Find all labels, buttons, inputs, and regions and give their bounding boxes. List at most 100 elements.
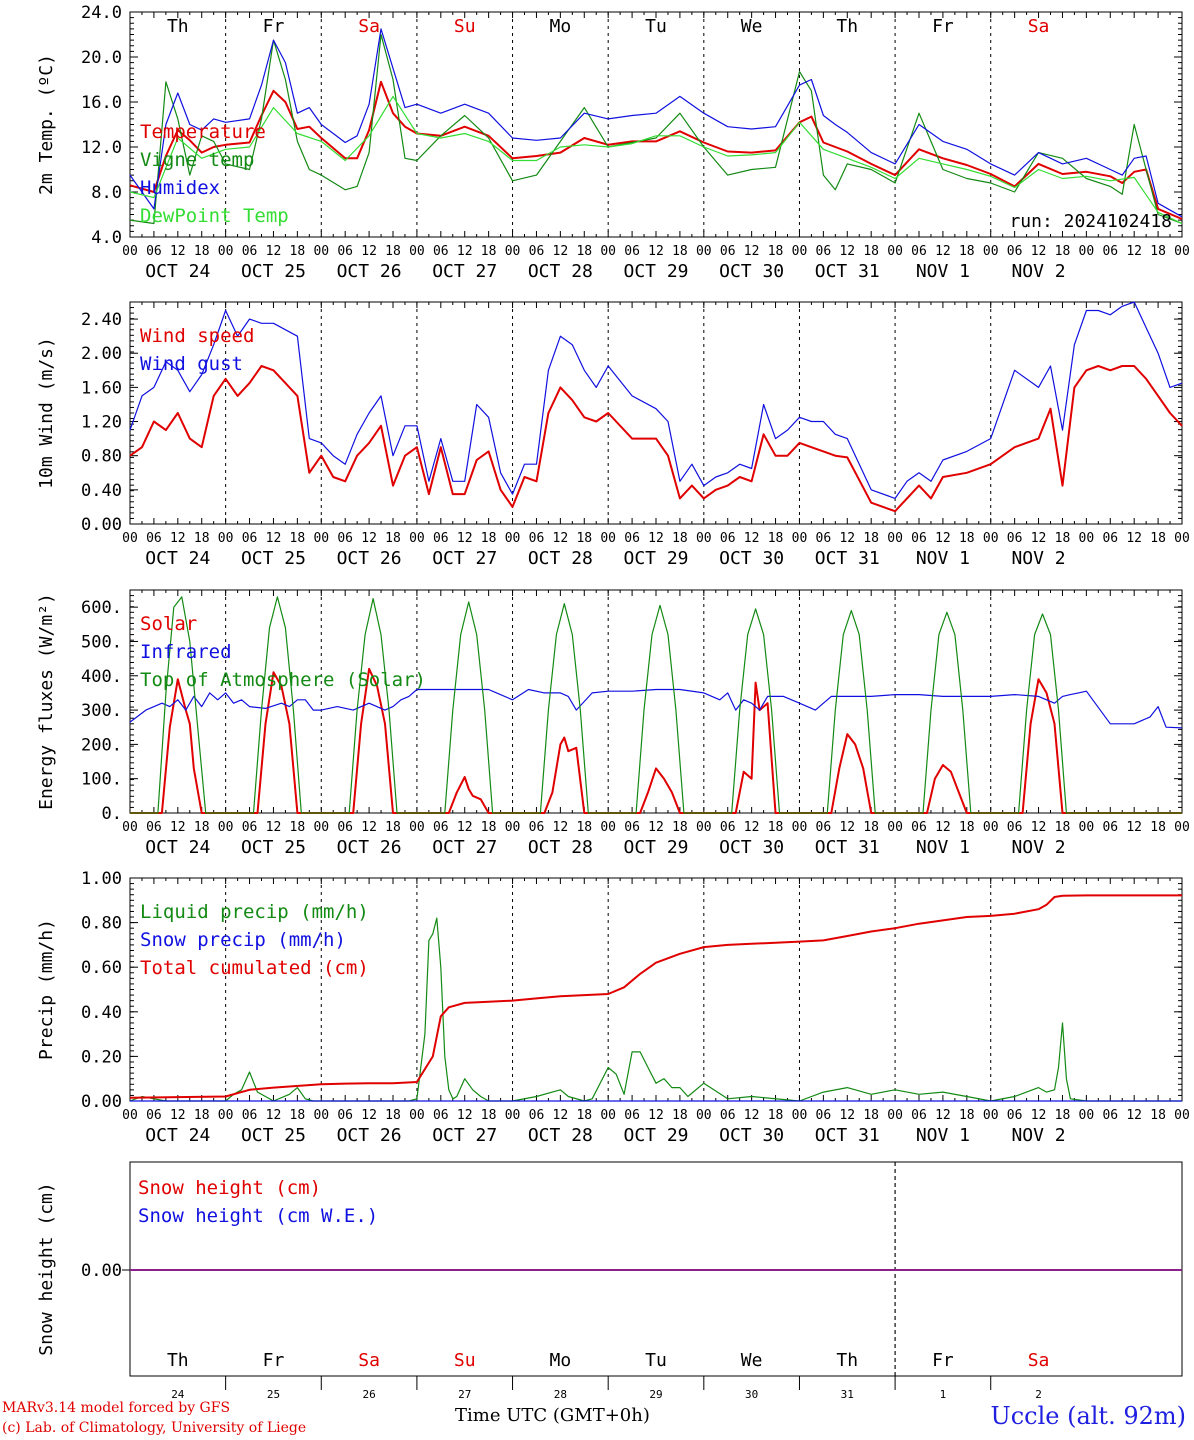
- legend-entry: Infrared: [140, 641, 232, 663]
- series-line: [129, 301, 1183, 499]
- hour-tick-label: 00: [600, 244, 616, 259]
- date-label: NOV 1: [916, 261, 970, 282]
- hour-tick-label: 12: [457, 531, 473, 546]
- legend-entry: Wind speed: [140, 325, 254, 347]
- hour-tick-label: 12: [266, 244, 282, 259]
- hour-tick-label: 18: [194, 820, 210, 835]
- day-name: Tu: [645, 16, 667, 37]
- hour-tick-label: 18: [194, 1108, 210, 1123]
- day-name: Th: [167, 1350, 189, 1371]
- hour-tick-label: 12: [839, 244, 855, 259]
- y-tick-label: 16.0: [81, 93, 122, 113]
- series-line: [129, 917, 1182, 1102]
- date-label: OCT 29: [623, 837, 688, 858]
- hour-tick-label: 12: [457, 1108, 473, 1123]
- y-tick-label: 2.40: [81, 310, 122, 330]
- date-label: NOV 1: [916, 837, 970, 858]
- hour-tick-label: 12: [648, 1108, 664, 1123]
- date-label: OCT 29: [623, 548, 688, 569]
- hour-tick-label: 00: [122, 244, 138, 259]
- hour-tick-label: 06: [529, 244, 545, 259]
- hour-tick-label: 12: [170, 244, 186, 259]
- y-tick-label: 8.0: [91, 183, 122, 203]
- hour-tick-label: 18: [1055, 244, 1071, 259]
- date-label: OCT 30: [719, 837, 784, 858]
- hour-tick-label: 00: [409, 1108, 425, 1123]
- y-tick-label: 0.: [102, 804, 122, 824]
- hour-tick-label: 00: [983, 531, 999, 546]
- hour-tick-label: 12: [170, 1108, 186, 1123]
- hour-tick-label: 18: [290, 1108, 306, 1123]
- date-label: OCT 30: [719, 261, 784, 282]
- hour-tick-label: 18: [481, 1108, 497, 1123]
- legend-entry: Total cumulated (cm): [140, 957, 369, 979]
- hour-tick-label: 18: [863, 244, 879, 259]
- legend-entry: Humidex: [140, 177, 220, 199]
- y-tick-label: 0.80: [81, 447, 122, 467]
- hour-tick-label: 00: [409, 244, 425, 259]
- y-tick-label: 300.: [81, 701, 122, 721]
- hour-tick-label: 06: [911, 531, 927, 546]
- day-name: Su: [454, 16, 476, 37]
- date-label: OCT 26: [337, 261, 402, 282]
- hour-tick-label: 00: [218, 820, 234, 835]
- hour-tick-label: 06: [816, 1108, 832, 1123]
- hour-tick-label: 12: [1031, 1108, 1047, 1123]
- y-tick-label: 1.60: [81, 378, 122, 398]
- date-label: OCT 31: [815, 548, 880, 569]
- hour-tick-label: 00: [1079, 531, 1095, 546]
- hour-tick-label: 18: [576, 820, 592, 835]
- hour-tick-label: 00: [409, 820, 425, 835]
- hour-tick-label: 06: [337, 820, 353, 835]
- panel-frame: [129, 11, 1183, 238]
- hour-tick-label: 06: [242, 244, 258, 259]
- hour-tick-label: 06: [529, 820, 545, 835]
- hour-tick-label: 06: [146, 531, 162, 546]
- day-name: Th: [836, 16, 858, 37]
- hour-tick-label: 12: [839, 1108, 855, 1123]
- hour-tick-label: 18: [576, 531, 592, 546]
- hour-tick-label: 12: [1126, 820, 1142, 835]
- hour-tick-label: 12: [1031, 244, 1047, 259]
- hour-tick-label: 00: [887, 820, 903, 835]
- y-tick-label: 2.00: [81, 344, 122, 364]
- series-line: [129, 80, 1183, 220]
- hour-tick-label: 12: [457, 820, 473, 835]
- date-number: 2: [1035, 1388, 1042, 1401]
- hour-tick-label: 00: [600, 820, 616, 835]
- date-label: OCT 31: [815, 837, 880, 858]
- hour-tick-label: 00: [409, 531, 425, 546]
- date-label: OCT 31: [815, 261, 880, 282]
- hour-tick-label: 00: [696, 531, 712, 546]
- hour-tick-label: 12: [361, 1108, 377, 1123]
- date-label: OCT 25: [241, 261, 306, 282]
- hour-tick-label: 06: [911, 1108, 927, 1123]
- hour-tick-label: 00: [792, 1108, 808, 1123]
- hour-tick-label: 06: [816, 531, 832, 546]
- hour-tick-label: 18: [1150, 244, 1166, 259]
- hour-tick-label: 00: [122, 1108, 138, 1123]
- hour-tick-label: 06: [720, 244, 736, 259]
- date-label: OCT 28: [528, 1125, 593, 1146]
- hour-tick-label: 12: [744, 1108, 760, 1123]
- hour-tick-label: 06: [242, 531, 258, 546]
- hour-tick-label: 12: [744, 244, 760, 259]
- day-name: We: [741, 16, 763, 37]
- date-label: OCT 31: [815, 1125, 880, 1146]
- hour-tick-label: 00: [505, 244, 521, 259]
- date-label: OCT 25: [241, 1125, 306, 1146]
- date-number: 29: [649, 1388, 662, 1401]
- day-name: Su: [454, 1350, 476, 1371]
- hour-tick-label: 06: [337, 244, 353, 259]
- lab-credit: (c) Lab. of Climatology, University of L…: [2, 1420, 307, 1436]
- hour-tick-label: 18: [768, 820, 784, 835]
- day-name: Fr: [932, 16, 954, 37]
- series-line: [129, 33, 1183, 225]
- date-label: OCT 24: [145, 548, 210, 569]
- y-tick-label: 0.80: [81, 914, 122, 934]
- y-tick-label: 0.40: [81, 481, 122, 501]
- y-axis-label: Precip (mm/h): [36, 919, 57, 1060]
- date-label: OCT 24: [145, 261, 210, 282]
- hour-tick-label: 12: [935, 244, 951, 259]
